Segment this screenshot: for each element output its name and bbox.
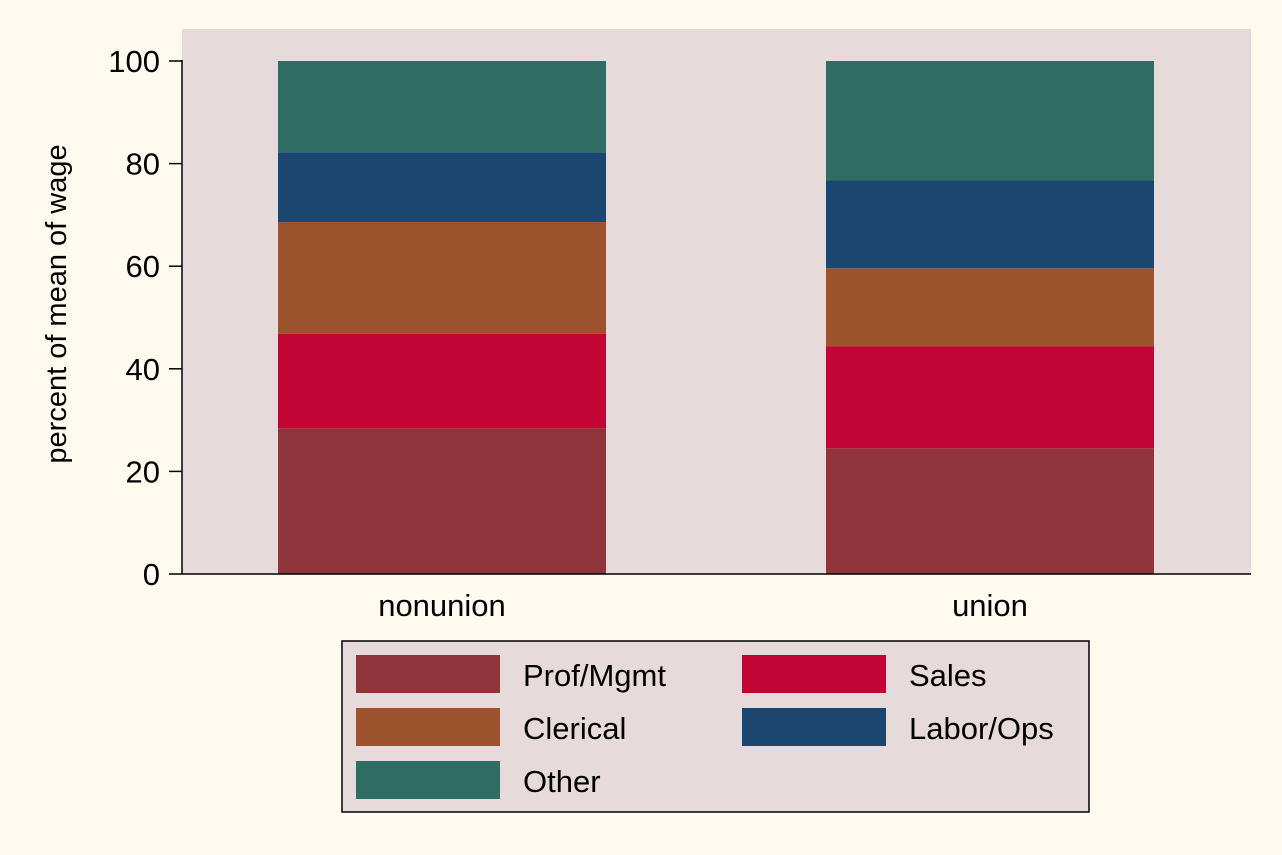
legend-swatch-sales (742, 655, 886, 693)
y-axis-title: percent of mean of wage (41, 144, 73, 463)
legend-label-prof-mgmt: Prof/Mgmt (523, 658, 666, 693)
bar-union-labor-ops (826, 180, 1154, 269)
bar-union-other (826, 61, 1154, 181)
legend-label-sales: Sales (909, 658, 987, 693)
bar-union-clerical (826, 268, 1154, 347)
bar-nonunion-sales (278, 333, 606, 429)
bar-union-prof-mgmt (826, 448, 1154, 574)
legend-label-labor-ops: Labor/Ops (909, 711, 1054, 746)
x-category-label: union (952, 588, 1028, 623)
y-tick-label: 0 (143, 557, 160, 592)
x-category-label: nonunion (378, 588, 506, 623)
legend-swatch-labor-ops (742, 708, 886, 746)
bar-nonunion-prof-mgmt (278, 428, 606, 574)
bar-nonunion-other (278, 61, 606, 153)
bar-nonunion-labor-ops (278, 152, 606, 223)
y-tick-label: 80 (126, 147, 160, 182)
bar-nonunion-clerical (278, 222, 606, 334)
legend-label-clerical: Clerical (523, 711, 626, 746)
y-tick-label: 100 (108, 44, 160, 79)
bars-group (278, 61, 1154, 574)
y-axis: 0 20 40 60 80 100 (108, 44, 183, 592)
legend: Prof/Mgmt Sales Clerical Labor/Ops Other (341, 640, 1090, 813)
y-tick-label: 60 (126, 249, 160, 284)
legend-swatch-other (356, 761, 500, 799)
y-tick-label: 40 (126, 352, 160, 387)
legend-swatch-clerical (356, 708, 500, 746)
legend-swatch-prof-mgmt (356, 655, 500, 693)
bar-union-sales (826, 346, 1154, 449)
y-tick-label: 20 (126, 454, 160, 489)
x-axis: nonunion union (182, 573, 1251, 623)
legend-label-other: Other (523, 764, 601, 799)
